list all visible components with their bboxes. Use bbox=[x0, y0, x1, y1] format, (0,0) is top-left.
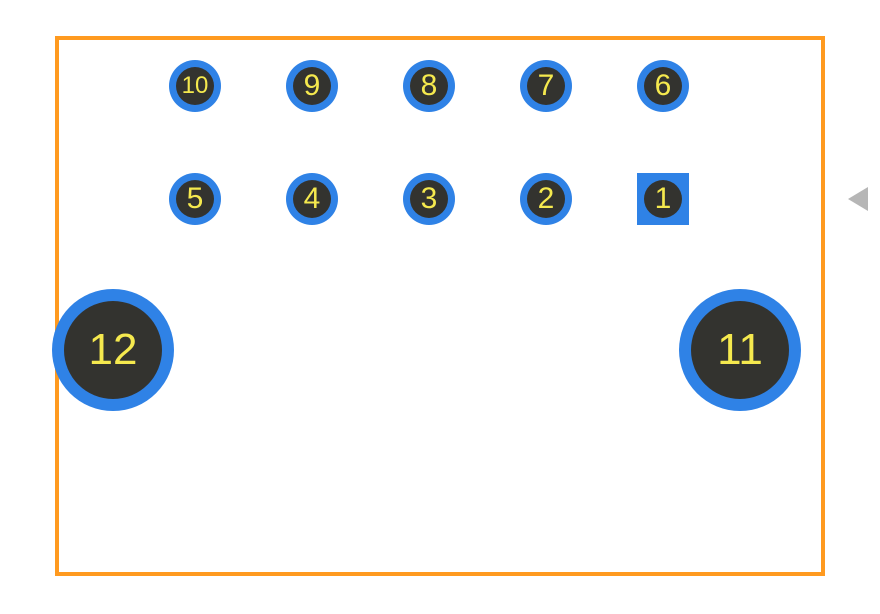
pad-4: 4 bbox=[286, 173, 338, 225]
pad-5-label: 5 bbox=[187, 182, 204, 216]
pad-6-label: 6 bbox=[655, 69, 672, 103]
pad-4-label: 4 bbox=[304, 182, 321, 216]
pad-5: 5 bbox=[169, 173, 221, 225]
pad-11-label: 11 bbox=[717, 325, 763, 375]
pad-12-label: 12 bbox=[89, 325, 138, 375]
pad-9: 9 bbox=[286, 60, 338, 112]
pad-12: 12 bbox=[52, 289, 174, 411]
pin1-marker-triangle bbox=[848, 187, 868, 211]
pad-1: 1 bbox=[637, 173, 689, 225]
pad-7: 7 bbox=[520, 60, 572, 112]
pad-1-label: 1 bbox=[655, 182, 672, 216]
pad-6: 6 bbox=[637, 60, 689, 112]
pad-10-label: 10 bbox=[182, 72, 209, 100]
pad-2: 2 bbox=[520, 173, 572, 225]
pad-3: 3 bbox=[403, 173, 455, 225]
pad-9-label: 9 bbox=[304, 69, 321, 103]
pad-2-label: 2 bbox=[538, 182, 555, 216]
pad-10: 10 bbox=[169, 60, 221, 112]
pad-11: 11 bbox=[679, 289, 801, 411]
pad-3-label: 3 bbox=[421, 182, 438, 216]
pad-8: 8 bbox=[403, 60, 455, 112]
pad-8-label: 8 bbox=[421, 69, 438, 103]
pad-7-label: 7 bbox=[538, 69, 555, 103]
